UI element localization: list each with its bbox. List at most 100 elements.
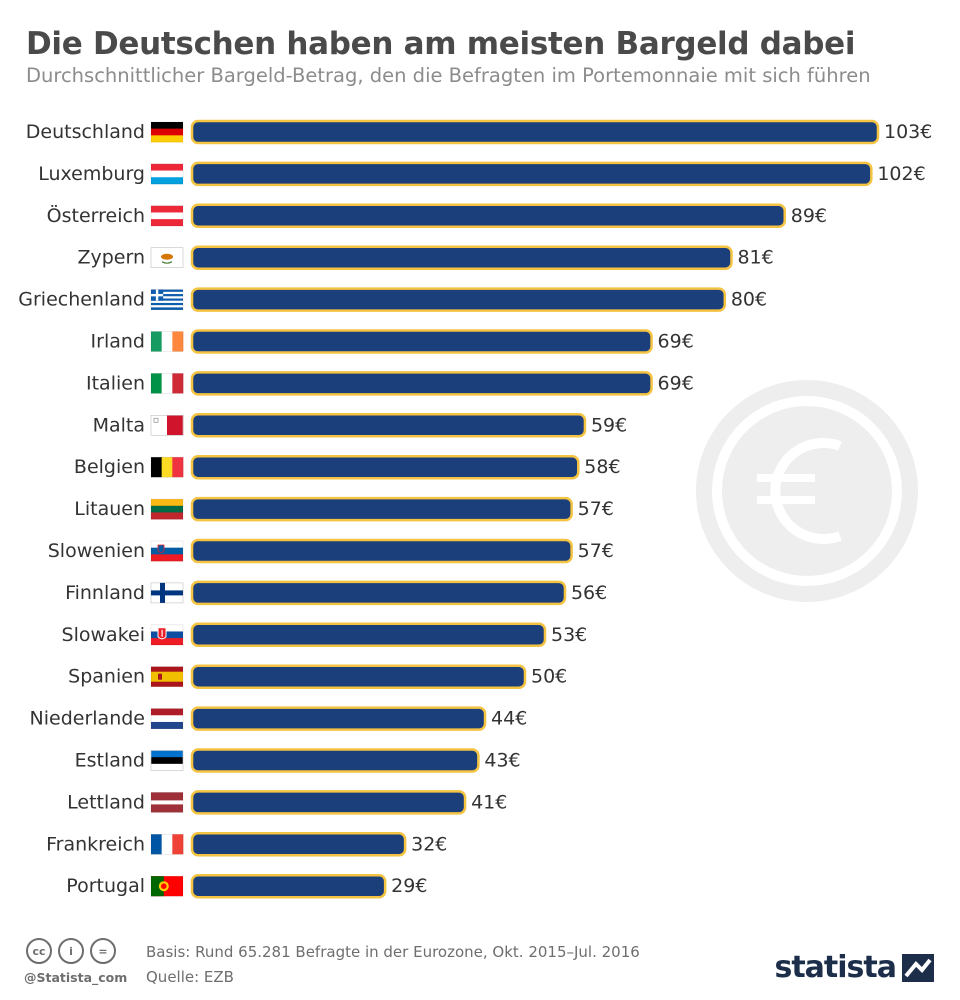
bar (190, 245, 733, 270)
statista-logo[interactable]: statista (774, 950, 934, 985)
flag-at-icon (150, 205, 184, 227)
category-label: Zypern (77, 247, 145, 269)
bar (190, 538, 573, 564)
value-label: 50€ (531, 666, 567, 688)
category-label: Portugal (66, 875, 145, 897)
value-label: 103€ (884, 121, 932, 143)
flag-ie-icon (150, 331, 184, 352)
bar-row: Griechenland 80€ (18, 287, 767, 312)
cc-icon: cc (26, 938, 52, 964)
bar (190, 873, 387, 899)
bar (190, 287, 727, 312)
statista-logo-text: statista (774, 950, 897, 985)
bar (190, 622, 547, 648)
value-label: 69€ (658, 372, 694, 394)
flag-es-icon (150, 666, 184, 688)
bar (190, 580, 567, 606)
bar (190, 496, 573, 522)
category-label: Litauen (74, 498, 145, 520)
statista-logo-icon (902, 953, 934, 982)
flag-ee-icon (150, 750, 184, 771)
flag-be-icon (150, 456, 184, 478)
bar-row: Portugal 29€ (66, 873, 427, 899)
flag-cy-icon (150, 247, 184, 268)
category-label: Slowenien (48, 540, 145, 562)
value-label: 32€ (411, 833, 447, 855)
value-label: 80€ (731, 289, 767, 311)
category-label: Estland (75, 750, 145, 772)
value-label: 41€ (471, 791, 507, 813)
category-label: Finnland (65, 582, 145, 604)
bar-row: Irland 69€ (91, 329, 694, 354)
basis-note: Basis: Rund 65.281 Befragte in der Euroz… (146, 943, 640, 961)
bar (190, 413, 587, 438)
value-label: 81€ (737, 247, 773, 269)
value-label: 69€ (658, 331, 694, 353)
bar (190, 454, 580, 480)
value-label: 53€ (551, 624, 587, 646)
source-note: Quelle: EZB (146, 968, 234, 986)
bar-row: Finnland 56€ (65, 580, 607, 606)
category-label: Italien (86, 372, 145, 394)
category-label: Slowakei (62, 624, 145, 646)
bar (190, 329, 653, 354)
category-label: Frankreich (46, 833, 145, 855)
bar (190, 790, 467, 815)
bar-row: Deutschland 103€ (26, 119, 932, 145)
flag-gr-icon (150, 289, 184, 310)
bar-row: Litauen 57€ (74, 496, 614, 522)
flag-lv-icon (150, 792, 184, 813)
flag-sk-icon (150, 624, 184, 646)
category-label: Niederlande (30, 708, 145, 730)
euro-watermark-icon (696, 380, 918, 602)
value-label: 43€ (484, 750, 520, 772)
bar-row: Österreich 89€ (47, 203, 827, 229)
value-label: 57€ (578, 540, 614, 562)
bar-row: Slowakei 53€ (62, 622, 587, 648)
nd-icon: = (90, 938, 116, 964)
category-label: Österreich (47, 204, 145, 227)
twitter-handle[interactable]: @Statista_com (24, 970, 128, 985)
bar-chart: Deutschland 103€ Luxemburg 102€ Österreich 89… (18, 119, 932, 899)
category-label: Lettland (67, 791, 145, 813)
category-label: Griechenland (18, 289, 145, 311)
flag-nl-icon (150, 708, 184, 729)
bar (190, 203, 787, 229)
flag-fr-icon (150, 833, 184, 855)
flag-lu-icon (150, 163, 184, 185)
bar-row: Belgien 58€ (74, 454, 621, 480)
by-icon: i (58, 938, 84, 964)
value-label: 59€ (591, 414, 627, 436)
license-icons: cc i = (26, 938, 116, 964)
bar (190, 832, 407, 857)
value-label: 56€ (571, 582, 607, 604)
flag-pt-icon (150, 875, 184, 897)
flag-it-icon (150, 373, 184, 394)
category-label: Belgien (74, 456, 145, 478)
bar (190, 748, 480, 773)
category-label: Luxemburg (38, 163, 145, 185)
flag-si-icon (150, 540, 184, 562)
value-label: 58€ (584, 456, 620, 478)
bar-row: Spanien 50€ (68, 664, 567, 689)
bar (190, 161, 873, 187)
flag-lt-icon (150, 498, 184, 520)
value-label: 89€ (791, 205, 827, 227)
chart-subtitle: Durchschnittlicher Bargeld-Betrag, den d… (26, 64, 871, 87)
bar (190, 706, 487, 731)
bar-row: Niederlande 44€ (30, 706, 527, 731)
bar-row: Luxemburg 102€ (38, 161, 926, 187)
flag-mt-icon (150, 414, 184, 436)
bar-row: Frankreich 32€ (46, 832, 447, 857)
value-label: 44€ (491, 708, 527, 730)
bar-row: Italien 69€ (86, 371, 694, 396)
flag-de-icon (150, 121, 184, 143)
bar-row: Lettland 41€ (67, 790, 507, 815)
chart-title: Die Deutschen haben am meisten Bargeld d… (26, 26, 856, 62)
bar-row: Zypern 81€ (77, 245, 774, 270)
bar-row: Estland 43€ (75, 748, 521, 773)
bar (190, 371, 653, 396)
value-label: 102€ (877, 163, 925, 185)
category-label: Malta (93, 414, 145, 436)
category-label: Spanien (68, 666, 145, 688)
